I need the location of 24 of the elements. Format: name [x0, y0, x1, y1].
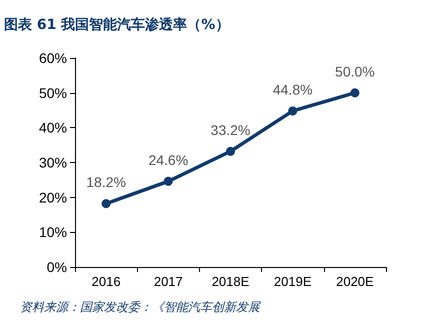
point: [226, 146, 235, 156]
data-label: 18.2%: [86, 174, 126, 190]
point: [164, 176, 173, 186]
y-tick-label: 50%: [38, 84, 67, 101]
y-tick-label: 60%: [38, 50, 67, 66]
y-tick-label: 0%: [46, 259, 67, 275]
data-label: 33.2%: [210, 122, 250, 138]
point: [102, 199, 111, 208]
data-label: 44.8%: [272, 81, 313, 98]
y-tick-label: 40%: [38, 120, 67, 136]
x-tick-label: 2017: [154, 274, 183, 289]
x-tick-label: 2019E: [274, 274, 312, 289]
text: 资料来源：国家发改委：《智能汽车创新发展: [20, 299, 260, 316]
y-tick-label: 20%: [38, 189, 67, 206]
point: [288, 106, 298, 116]
data-label: 24.6%: [148, 152, 188, 168]
point: [350, 88, 360, 98]
x-tick-label: 2018E: [212, 274, 250, 289]
y-tick-label: 10%: [38, 224, 67, 240]
x-tick-label: 2016: [92, 274, 121, 289]
x-tick-label: 2020E: [336, 274, 374, 289]
data-label: 50.0%: [335, 63, 375, 80]
y-tick-label: 30%: [38, 154, 67, 170]
chart-title: 图表 61 我国智能汽车渗透率（%）: [4, 16, 230, 34]
